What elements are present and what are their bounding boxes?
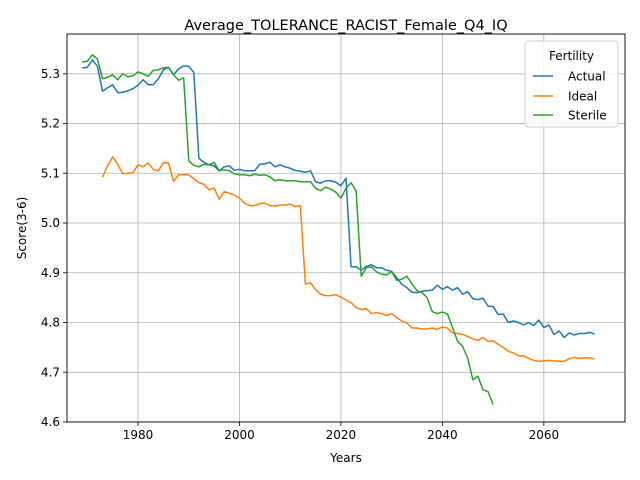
- legend-label-ideal: Ideal: [568, 90, 597, 104]
- x-tick-label: 2060: [529, 428, 560, 442]
- x-axis-ticks: 1980 2000 2020 2040 2060: [123, 422, 559, 442]
- y-tick-label: 5.1: [41, 166, 60, 180]
- y-tick-label: 5.2: [41, 117, 60, 131]
- series-line-sterile: [82, 54, 494, 405]
- y-tick-label: 5.3: [41, 67, 60, 81]
- y-tick-label: 4.9: [41, 266, 60, 280]
- x-tick-label: 1980: [123, 428, 154, 442]
- legend-label-actual: Actual: [568, 70, 606, 84]
- legend: Fertility Actual Ideal Sterile: [524, 40, 619, 128]
- series-lines: [82, 54, 595, 405]
- legend-box: [524, 40, 619, 128]
- x-tick-label: 2020: [326, 428, 357, 442]
- plot-area-frame: [66, 33, 626, 423]
- legend-title: Fertility: [549, 49, 594, 63]
- y-tick-label: 4.8: [41, 316, 60, 330]
- y-tick-label: 4.7: [41, 365, 60, 379]
- y-tick-label: 5.0: [41, 216, 60, 230]
- y-axis-label: Score(3-6): [15, 197, 29, 260]
- x-tick-label: 2000: [224, 428, 255, 442]
- chart-title: Average_TOLERANCE_RACIST_Female_Q4_IQ: [184, 18, 507, 34]
- x-tick-label: 2040: [427, 428, 458, 442]
- y-tick-label: 4.6: [41, 415, 60, 429]
- legend-label-sterile: Sterile: [568, 109, 607, 123]
- x-axis-label: Years: [329, 451, 362, 465]
- series-line-ideal: [101, 156, 595, 363]
- y-axis-ticks: 4.6 4.7 4.8 4.9 5.0 5.1 5.2 5.3: [41, 67, 67, 429]
- gridlines: [67, 34, 625, 423]
